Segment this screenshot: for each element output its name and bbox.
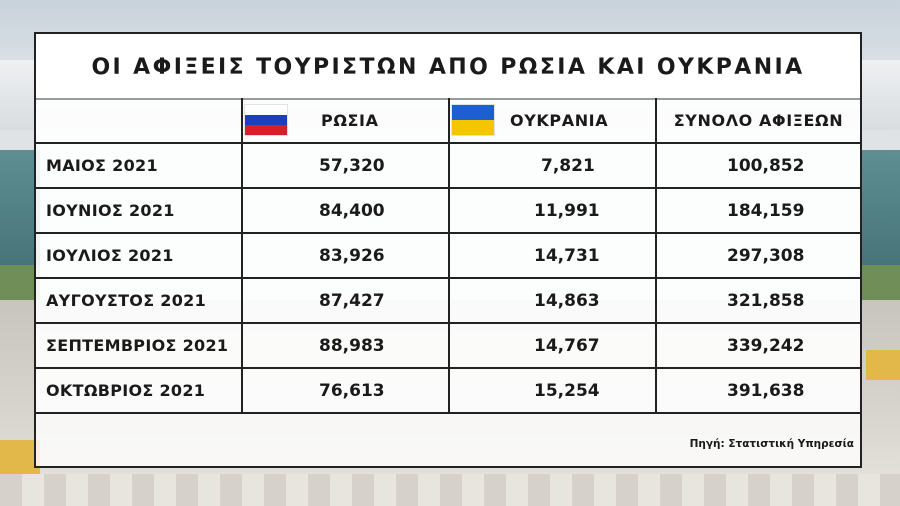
arrivals-table-panel: ΟΙ ΑΦΙΞΕΙΣ ΤΟΥΡΙΣΤΩΝ ΑΠΟ ΡΩΣΙΑ ΚΑΙ ΟΥΚΡΑ… [34,32,862,468]
row-russia: 88,983 [241,322,450,369]
row-russia: 83,926 [241,232,450,279]
russia-flag-icon [245,105,287,135]
row-ukraine: 7,821 [448,142,657,189]
row-month: ΑΥΓΟΥΣΤΟΣ 2021 [36,277,243,324]
header-row: ΡΩΣΙΑ ΟΥΚΡΑΝΙΑ ΣΥΝΟΛΟ ΑΦΙΞΕΩΝ [36,98,860,144]
table-row: ΟΚΤΩΒΡΙΟΣ 2021 76,613 15,254 391,638 [36,367,860,414]
table-row: ΙΟΥΛΙΟΣ 2021 83,926 14,731 297,308 [36,232,860,279]
header-ukraine: ΟΥΚΡΑΝΙΑ [448,98,657,144]
table-row: ΑΥΓΟΥΣΤΟΣ 2021 87,427 14,863 321,858 [36,277,860,324]
row-total: 184,159 [655,187,860,234]
row-month: ΙΟΥΛΙΟΣ 2021 [36,232,243,279]
arrivals-table: ΡΩΣΙΑ ΟΥΚΡΑΝΙΑ ΣΥΝΟΛΟ ΑΦΙΞΕΩΝ ΜΑΙΟΣ 2021… [36,98,860,414]
row-russia: 84,400 [241,187,450,234]
row-month: ΜΑΙΟΣ 2021 [36,142,243,189]
title-row: ΟΙ ΑΦΙΞΕΙΣ ΤΟΥΡΙΣΤΩΝ ΑΠΟ ΡΩΣΙΑ ΚΑΙ ΟΥΚΡΑ… [36,34,860,100]
row-russia: 57,320 [241,142,450,189]
row-ukraine: 14,731 [448,232,657,279]
row-ukraine: 14,863 [448,277,657,324]
source-note: Πηγή: Στατιστική Υπηρεσία [689,438,854,450]
bg-tactile-strip-right [866,350,900,380]
row-total: 321,858 [655,277,860,324]
row-month: ΙΟΥΝΙΟΣ 2021 [36,187,243,234]
row-total: 391,638 [655,367,860,414]
header-total-label: ΣΥΝΟΛΟ ΑΦΙΞΕΩΝ [673,110,844,130]
header-month [36,98,243,144]
row-total: 297,308 [655,232,860,279]
table-row: ΜΑΙΟΣ 2021 57,320 7,821 100,852 [36,142,860,189]
row-month: ΟΚΤΩΒΡΙΟΣ 2021 [36,367,243,414]
header-russia: ΡΩΣΙΑ [241,98,450,144]
bg-paving [0,474,900,506]
header-ukraine-label: ΟΥΚΡΑΝΙΑ [510,110,609,130]
row-ukraine: 14,767 [448,322,657,369]
row-ukraine: 11,991 [448,187,657,234]
table-row: ΙΟΥΝΙΟΣ 2021 84,400 11,991 184,159 [36,187,860,234]
row-russia: 87,427 [241,277,450,324]
ukraine-flag-icon [452,105,494,135]
row-ukraine: 15,254 [448,367,657,414]
header-total: ΣΥΝΟΛΟ ΑΦΙΞΕΩΝ [655,98,860,144]
row-total: 339,242 [655,322,860,369]
header-russia-label: ΡΩΣΙΑ [321,110,379,130]
bg-tactile-strip-left [0,440,40,480]
page-title: ΟΙ ΑΦΙΞΕΙΣ ΤΟΥΡΙΣΤΩΝ ΑΠΟ ΡΩΣΙΑ ΚΑΙ ΟΥΚΡΑ… [91,54,805,80]
row-russia: 76,613 [241,367,450,414]
row-month: ΣΕΠΤΕΜΒΡΙΟΣ 2021 [36,322,243,369]
row-total: 100,852 [655,142,860,189]
table-row: ΣΕΠΤΕΜΒΡΙΟΣ 2021 88,983 14,767 339,242 [36,322,860,369]
